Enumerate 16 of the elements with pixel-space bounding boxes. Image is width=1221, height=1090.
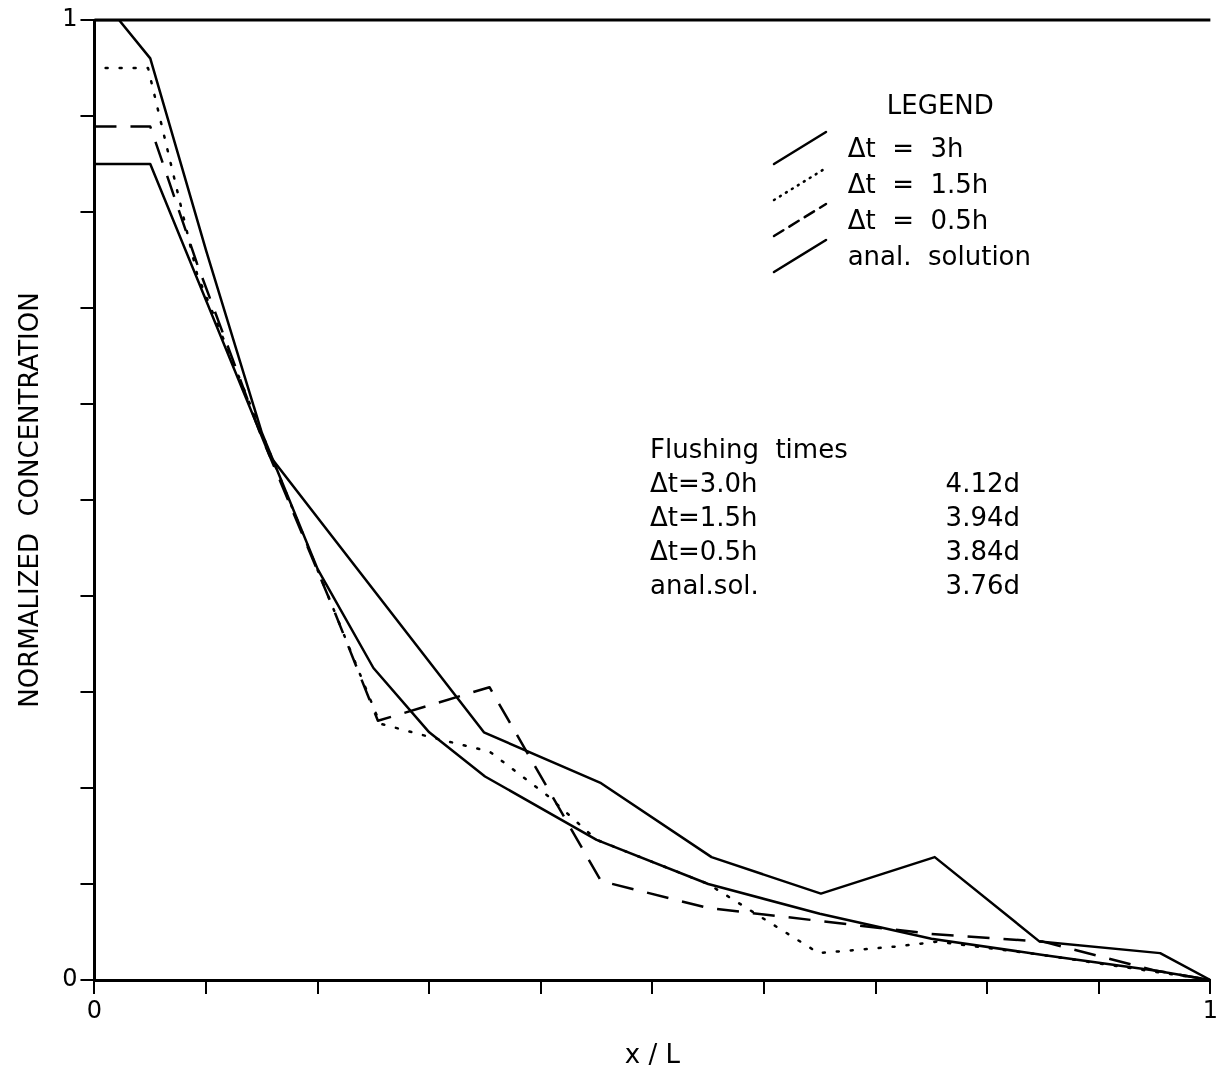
annotation: Δt=1.5h bbox=[650, 501, 759, 534]
annotation: 3.76d bbox=[944, 569, 1020, 602]
legend-label: anal. solution bbox=[847, 241, 1031, 271]
annotation: 3.84d bbox=[944, 535, 1020, 568]
legend-label: Δt = 0.5h bbox=[847, 205, 989, 235]
annotation: 3.94d bbox=[944, 501, 1020, 534]
x-axis-title: x / L bbox=[624, 1039, 681, 1070]
annotation: Δt=3.0h bbox=[650, 467, 759, 500]
annotation: Δt=0.5h bbox=[650, 535, 759, 568]
annotation: 4.12d bbox=[944, 467, 1020, 500]
legend-label: Δt = 3h bbox=[847, 133, 964, 163]
annotation: Flushing times bbox=[650, 433, 849, 466]
legend-title: LEGEND bbox=[885, 90, 995, 120]
y-axis-title: NORMALIZED CONCENTRATION bbox=[14, 292, 45, 708]
annotation: anal.sol. bbox=[650, 569, 760, 602]
legend-label: Δt = 1.5h bbox=[847, 169, 989, 199]
